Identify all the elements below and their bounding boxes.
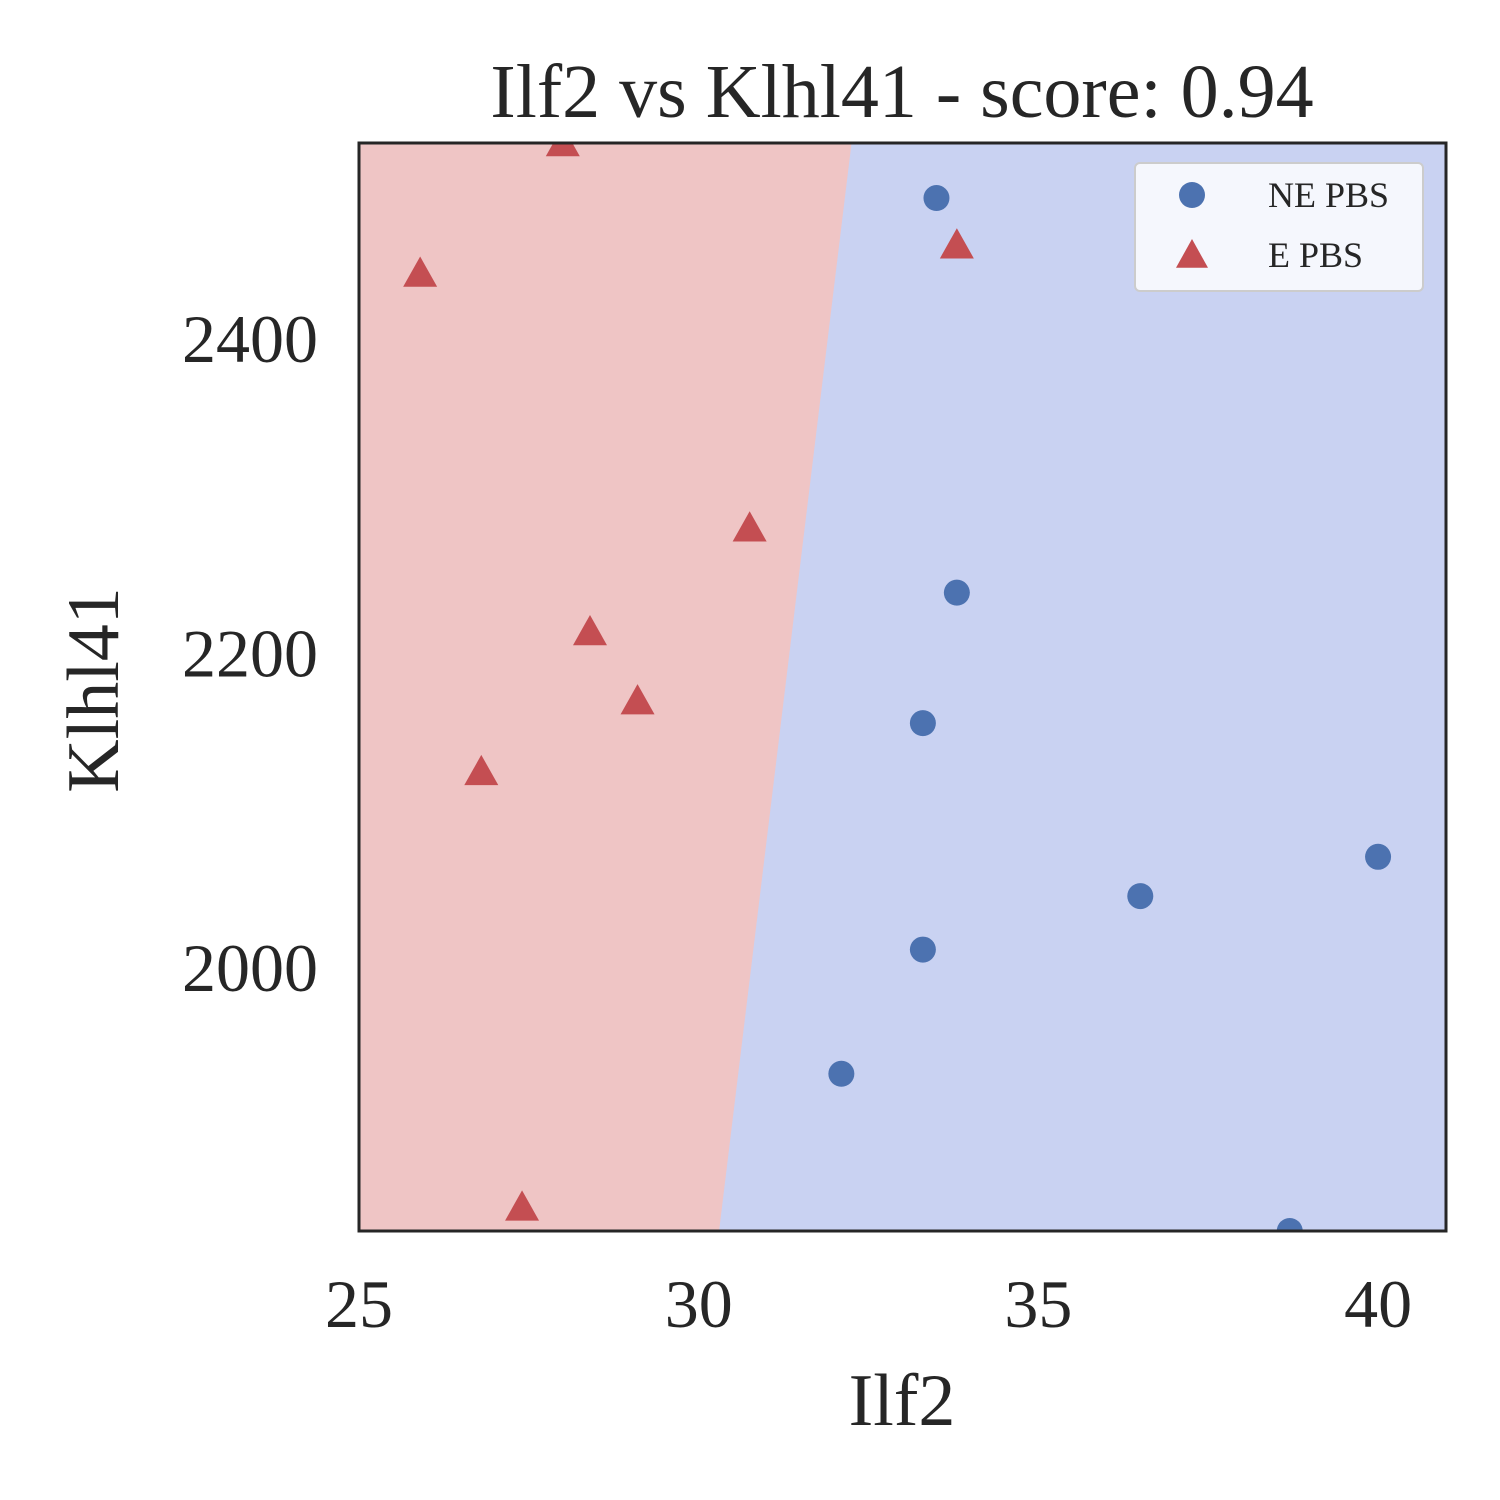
data-point-ne-pbs [1127,883,1154,910]
data-point-e-pbs [464,754,499,786]
data-point-ne-pbs [909,936,936,963]
decision-region-e-pbs [359,143,852,1231]
data-point-e-pbs [620,684,655,715]
legend-label-ne-pbs: NE PBS [1268,175,1389,215]
data-point-ne-pbs [909,710,936,737]
data-point-e-pbs [505,1190,540,1221]
legend-box [1134,162,1424,292]
x-tick-label: 30 [665,1266,733,1342]
x-tick-label: 40 [1344,1266,1412,1342]
x-tick-label: 25 [325,1266,393,1342]
y-tick-label: 2000 [182,930,318,1006]
legend-marker-e-pbs [1176,239,1208,268]
data-point-ne-pbs [923,185,950,212]
x-tick-label: 35 [1004,1266,1072,1342]
data-point-e-pbs [732,511,767,542]
legend-label-e-pbs: E PBS [1268,235,1363,275]
plot-area [359,143,1446,1231]
y-tick-label: 2200 [182,615,318,691]
data-point-ne-pbs [943,579,970,606]
y-tick-label: 2400 [182,301,318,377]
y-axis-label: Klhl41 [53,587,135,793]
legend-marker-ne-pbs [1179,182,1205,208]
data-point-ne-pbs [828,1060,855,1087]
chart-title: Ilf2 vs Klhl41 - score: 0.94 [490,50,1313,134]
data-point-e-pbs [939,228,974,259]
x-axis-label: Ilf2 [849,1360,956,1442]
legend: NE PBS E PBS [1134,162,1424,292]
data-point-e-pbs [545,143,580,157]
data-point-ne-pbs [1276,1218,1303,1231]
data-point-e-pbs [403,256,438,287]
data-point-ne-pbs [1365,843,1392,870]
data-point-e-pbs [572,614,607,646]
plot-frame [357,141,1448,1233]
